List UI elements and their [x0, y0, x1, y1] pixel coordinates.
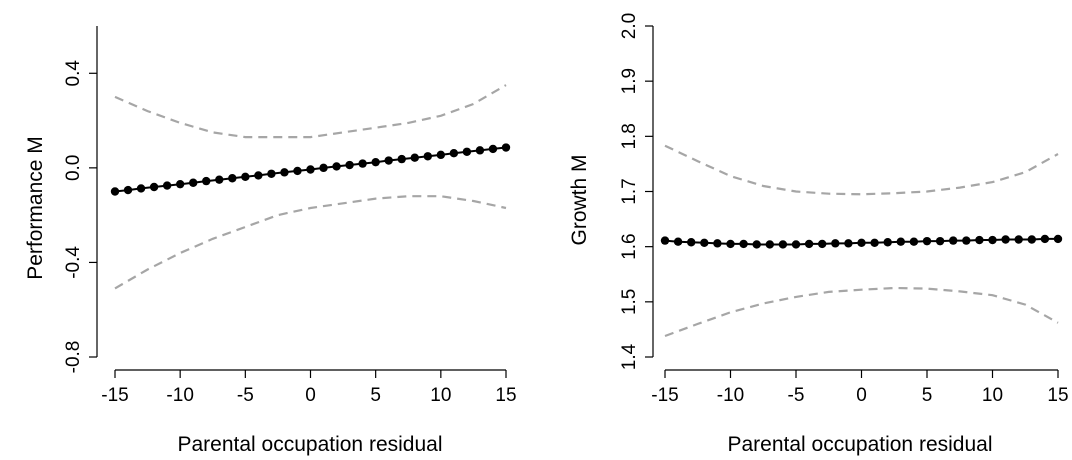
performance-estimate-point: [162, 181, 172, 190]
growth-estimate-point: [778, 240, 788, 249]
performance-estimate-point: [488, 144, 498, 154]
performance-estimate-point: [423, 152, 432, 161]
performance-estimate-point: [319, 163, 328, 173]
growth-x-tick-label: -15: [651, 385, 678, 406]
performance-estimate-point: [371, 157, 380, 167]
growth-x-axis-title: Parental occupation residual: [727, 433, 992, 456]
growth-y-tick-label: 1.9: [619, 68, 640, 94]
performance-x-tick-label: -5: [237, 385, 254, 406]
growth-estimate-point: [673, 237, 683, 246]
growth-estimate-point: [870, 238, 879, 248]
growth-y-tick-label: 2.0: [619, 13, 640, 39]
growth-estimate-point: [1053, 234, 1063, 244]
growth-estimate-point: [962, 236, 971, 245]
growth-x-tick-label: 10: [982, 385, 1003, 406]
growth-estimate-point: [1040, 234, 1050, 244]
growth-estimate-point: [752, 240, 761, 249]
performance-estimate-point: [358, 159, 367, 168]
growth-estimate-point: [844, 239, 853, 248]
growth-estimate-point: [988, 235, 997, 245]
performance-estimate-point: [136, 184, 146, 193]
growth-estimate-point: [791, 240, 801, 249]
growth-panel: Growth M Parental occupation residual 1.…: [568, 13, 1069, 456]
performance-estimate-point: [110, 187, 120, 196]
growth-estimate-point: [1014, 235, 1023, 244]
growth-estimate-point: [949, 236, 958, 245]
performance-estimate-point: [228, 174, 237, 183]
growth-estimate-point: [660, 236, 670, 245]
growth-estimate-point: [831, 239, 840, 248]
growth-estimate-point: [1027, 235, 1037, 244]
growth-estimate-point: [896, 237, 905, 246]
performance-estimate-point: [175, 179, 185, 189]
performance-estimate-point: [267, 169, 276, 178]
growth-estimate-point: [935, 236, 945, 246]
growth-estimate-point: [909, 237, 919, 246]
growth-estimate-point: [765, 240, 774, 249]
performance-x-tick-label: 10: [430, 385, 451, 406]
performance-estimate-point: [475, 146, 485, 155]
growth-x-tick-label: 0: [856, 385, 867, 406]
performance-y-tick-label: 0.0: [63, 155, 84, 181]
growth-estimate-point: [700, 238, 709, 248]
growth-x-tick-label: -10: [717, 385, 744, 406]
growth-x-tick-label: 5: [922, 385, 933, 406]
growth-estimate-point: [922, 236, 932, 246]
growth-estimate-point: [713, 239, 722, 248]
performance-x-tick-label: 0: [305, 385, 316, 406]
performance-ci-upper-line: [114, 84, 507, 139]
performance-estimate-point: [462, 147, 472, 156]
growth-y-tick-label: 1.4: [619, 343, 640, 370]
performance-estimate-point: [149, 182, 159, 192]
performance-estimate-point: [449, 148, 459, 158]
growth-estimate-point: [726, 239, 735, 249]
growth-estimate-point: [818, 239, 827, 249]
performance-estimate-point: [332, 162, 341, 171]
performance-y-tick-label: -0.8: [63, 341, 84, 374]
performance-x-tick-label: 5: [370, 385, 381, 406]
growth-estimate-point: [975, 235, 984, 245]
performance-estimate-point: [280, 168, 289, 177]
growth-ci-upper-line: [664, 144, 1059, 196]
growth-x-tick-label: 15: [1047, 385, 1068, 406]
performance-estimate-point: [123, 185, 133, 195]
growth-y-tick-label: 1.5: [619, 289, 640, 315]
growth-y-axis-title: Growth M: [568, 154, 591, 245]
performance-estimate-point: [436, 150, 446, 160]
performance-estimate-point: [254, 171, 263, 180]
performance-x-tick-label: -10: [166, 385, 193, 406]
performance-estimate-point: [306, 165, 315, 174]
performance-estimate-point: [293, 166, 302, 176]
performance-x-axis-title: Parental occupation residual: [177, 433, 442, 456]
growth-estimate-point: [883, 238, 892, 247]
growth-y-tick-label: 1.7: [619, 178, 640, 204]
performance-y-tick-label: 0.4: [63, 60, 84, 87]
growth-y-tick-label: 1.6: [619, 233, 640, 259]
growth-x-tick-label: -5: [788, 385, 805, 406]
performance-y-tick-label: -0.4: [63, 246, 84, 279]
performance-estimate-point: [215, 175, 224, 184]
performance-y-axis-title: Performance M: [24, 136, 47, 280]
performance-estimate-point: [345, 160, 354, 170]
growth-y-tick-label: 1.8: [619, 123, 640, 149]
growth-estimate-point: [687, 238, 696, 247]
performance-x-tick-label: -15: [101, 385, 128, 406]
performance-estimate-point: [202, 176, 211, 186]
performance-estimate-point: [397, 154, 406, 164]
growth-estimate-point: [1001, 235, 1010, 244]
performance-estimate-point: [410, 153, 419, 162]
performance-ci-lower-line: [114, 195, 507, 290]
performance-estimate-point: [501, 143, 511, 152]
performance-estimate-point: [384, 156, 393, 165]
performance-panel: Performance M Parental occupation residu…: [24, 26, 517, 456]
growth-estimate-point: [804, 239, 814, 249]
growth-estimate-point: [739, 239, 748, 249]
performance-estimate-point: [189, 178, 198, 187]
growth-ci-lower-line: [664, 286, 1059, 338]
growth-estimate-point: [857, 238, 866, 248]
performance-estimate-point: [241, 172, 250, 182]
performance-x-tick-label: 15: [495, 385, 516, 406]
